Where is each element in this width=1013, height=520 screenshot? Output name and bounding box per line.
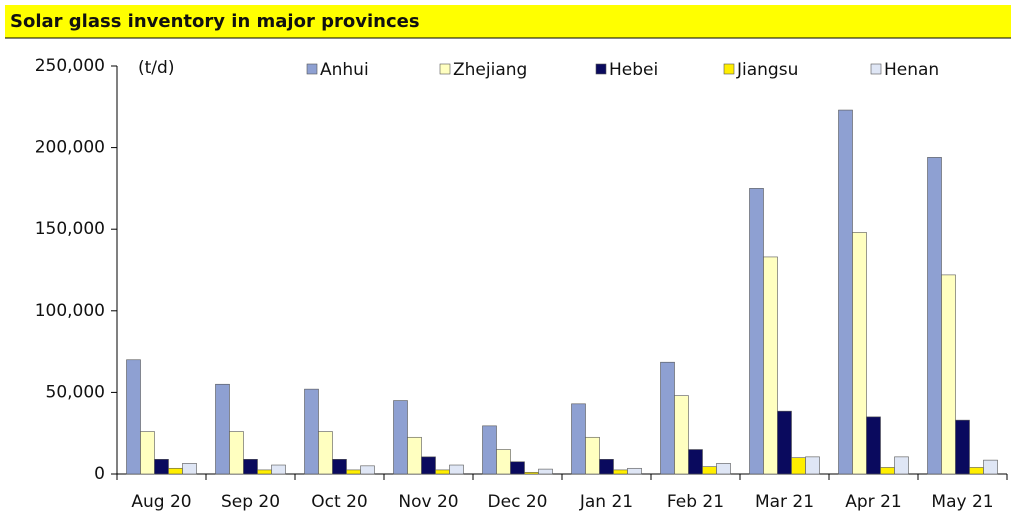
bar	[271, 464, 286, 475]
y-tick-label: 0	[94, 464, 105, 484]
x-tick-label: Apr 21	[845, 492, 901, 512]
bar	[660, 361, 675, 475]
legend-label: Anhui	[320, 60, 369, 80]
bar	[585, 436, 600, 475]
bar	[749, 188, 764, 475]
bar	[852, 232, 867, 475]
bar	[571, 403, 586, 475]
bar	[777, 410, 792, 475]
x-tick-label: Jan 21	[579, 492, 633, 512]
chart-title: Solar glass inventory in major provinces	[10, 11, 420, 32]
bar	[538, 468, 553, 475]
y-tick-label: 200,000	[35, 138, 105, 158]
bar	[524, 472, 539, 475]
legend-label: Hebei	[609, 60, 658, 80]
bar	[229, 431, 244, 475]
bar	[702, 466, 717, 475]
bar	[969, 467, 984, 475]
legend-swatch	[870, 63, 882, 75]
x-tick-label: Aug 20	[131, 492, 191, 512]
bar	[126, 359, 141, 475]
bar	[791, 457, 806, 475]
bar	[407, 436, 422, 475]
bar	[688, 449, 703, 475]
bar	[140, 431, 155, 475]
bar	[435, 469, 450, 475]
bar	[894, 456, 909, 475]
legend-swatch	[723, 63, 735, 75]
bar	[421, 456, 436, 475]
bar	[360, 465, 375, 475]
x-tick-label: Feb 21	[667, 492, 724, 512]
x-tick-label: May 21	[931, 492, 993, 512]
x-tick-label: Mar 21	[755, 492, 814, 512]
legend-swatch	[595, 63, 607, 75]
bar	[955, 419, 970, 475]
bar	[510, 461, 525, 475]
bar	[599, 459, 614, 475]
bar	[627, 467, 642, 475]
title-band	[5, 5, 1011, 38]
bar	[215, 383, 230, 475]
bar	[182, 463, 197, 475]
legend-label: Zhejiang	[453, 60, 527, 80]
x-tick-label: Oct 20	[311, 492, 367, 512]
x-tick-label: Nov 20	[398, 492, 458, 512]
bar	[318, 431, 333, 475]
bar	[449, 464, 464, 475]
bar	[866, 416, 881, 475]
y-tick-label: 100,000	[35, 301, 105, 321]
bar	[763, 256, 778, 475]
bar	[716, 463, 731, 475]
bar	[674, 395, 689, 475]
bar	[304, 388, 319, 475]
x-tick-label: Dec 20	[488, 492, 548, 512]
bar	[941, 274, 956, 475]
bar	[243, 459, 258, 475]
bar	[346, 469, 361, 475]
bar	[332, 459, 347, 475]
y-tick-label: 150,000	[35, 219, 105, 239]
y-tick-label: 250,000	[35, 56, 105, 76]
bar	[880, 467, 895, 475]
unit-label: (t/d)	[138, 58, 174, 78]
y-tick-label: 50,000	[46, 382, 105, 402]
bar	[393, 400, 408, 475]
legend-swatch	[439, 63, 451, 75]
bar	[154, 459, 169, 475]
bar	[168, 467, 183, 475]
legend-label: Henan	[884, 60, 939, 80]
bar	[838, 109, 853, 475]
x-tick-label: Sep 20	[221, 492, 280, 512]
bar	[496, 449, 511, 475]
bar	[613, 469, 628, 475]
bar	[482, 425, 497, 475]
legend-label: Jiangsu	[736, 60, 798, 80]
bar	[805, 456, 820, 475]
bar	[983, 459, 998, 475]
legend-swatch	[306, 63, 318, 75]
bar	[927, 157, 942, 475]
bar	[257, 469, 272, 475]
